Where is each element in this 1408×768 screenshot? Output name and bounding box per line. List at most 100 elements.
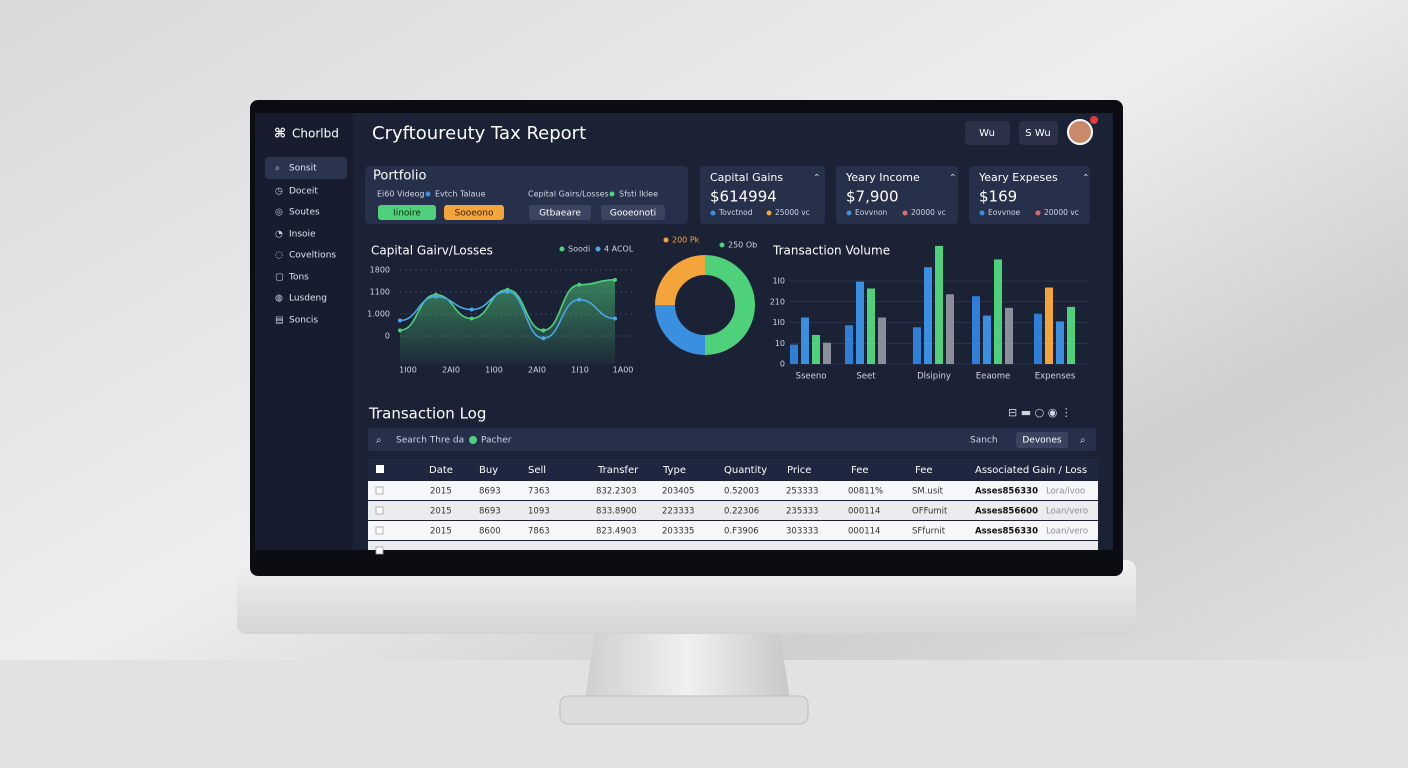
bar	[878, 317, 886, 364]
portfolio-button-label[interactable]: Sooeono	[455, 209, 494, 219]
cell: 223333	[662, 507, 694, 517]
cell: 00811%	[848, 487, 883, 497]
nav-item[interactable]: Sonsit	[289, 164, 317, 174]
search-button[interactable]: Sanch	[970, 436, 998, 446]
bar	[845, 325, 853, 364]
table-row	[368, 521, 1098, 540]
cell: 000114	[848, 527, 880, 537]
search-input[interactable]: Search Thre da	[396, 436, 464, 446]
checkbox[interactable]	[375, 546, 384, 555]
point	[577, 282, 582, 287]
legend-dot	[846, 210, 852, 216]
portfolio-button[interactable]	[378, 205, 436, 220]
column-header: Sell	[528, 465, 546, 476]
legend-dot	[663, 237, 669, 243]
header-button-label[interactable]: S Wu	[1025, 128, 1050, 139]
checkbox[interactable]	[375, 486, 384, 495]
notification-dot	[1090, 116, 1098, 124]
cell: 0.52003	[724, 487, 759, 497]
x-tick-label: Expenses	[1035, 372, 1076, 382]
portfolio-button-label[interactable]: Iinoire	[393, 209, 421, 219]
search-bar[interactable]	[368, 428, 1096, 451]
x-tick-label: Seet	[856, 372, 876, 382]
bar	[972, 296, 980, 364]
portfolio-label: Evtch Talaue	[435, 190, 486, 199]
card-value: $169	[979, 188, 1017, 206]
legend-dot	[595, 246, 601, 252]
portfolio-button-label[interactable]: Gooeonoti	[610, 209, 656, 219]
button[interactable]: Devones	[1022, 436, 1062, 446]
bar	[1005, 307, 1013, 364]
area	[400, 279, 615, 364]
avatar[interactable]	[1067, 119, 1093, 145]
cell: 832.2303	[596, 487, 637, 497]
portfolio-button[interactable]	[444, 205, 504, 220]
donut-segment	[655, 255, 706, 306]
header-button[interactable]	[965, 121, 1010, 145]
bar	[823, 342, 831, 364]
cell: Loan/vero	[1046, 527, 1088, 537]
point	[433, 294, 438, 299]
checkbox[interactable]	[375, 506, 384, 515]
cell: 8693	[479, 487, 501, 497]
portfolio-button[interactable]	[601, 205, 665, 220]
search-icon[interactable]: ⌕	[1080, 435, 1086, 446]
portfolio-button-label[interactable]: Gtbaeare	[539, 209, 581, 219]
toolbar-icons[interactable]: ⊟ ▬ ○ ◉ ⋮	[1008, 406, 1072, 419]
card-legend: Tovctnod	[718, 208, 753, 217]
filter[interactable]: Pacher	[481, 436, 512, 446]
legend-dot	[559, 246, 565, 252]
cell: 833.8900	[596, 507, 637, 517]
checkbox[interactable]	[375, 526, 384, 535]
legend-dot	[425, 191, 431, 197]
column-header: Fee	[915, 465, 933, 476]
card-title: Capital Gains	[710, 171, 783, 184]
nav-item[interactable]: Doceit	[289, 187, 318, 197]
bar	[935, 245, 943, 364]
nav-item[interactable]: Insoie	[289, 230, 316, 240]
button-bg[interactable]	[1016, 432, 1068, 448]
y-tick-label: 1100	[370, 288, 390, 297]
bar	[1045, 287, 1053, 364]
x-tick-label: 1I00	[485, 366, 503, 375]
cell: SFfurnit	[912, 527, 946, 537]
header-button[interactable]	[1019, 121, 1058, 145]
x-tick-label: Eeaome	[976, 372, 1011, 382]
cell: Asses856600	[975, 507, 1038, 517]
legend-label: Soodi	[568, 245, 590, 254]
chart-title: Transaction Volume	[772, 244, 890, 258]
nav-item[interactable]: Coveltions	[289, 251, 336, 261]
bar	[790, 344, 798, 364]
legend-dot	[902, 210, 908, 216]
portfolio-label: Ei60 Videog	[377, 190, 425, 199]
portfolio-button[interactable]	[529, 205, 591, 220]
cell: 8693	[479, 507, 501, 517]
cell: 203405	[662, 487, 694, 497]
legend-dot	[710, 210, 716, 216]
page-title: Cryftoureuty Tax Report	[372, 123, 586, 144]
portfolio-label: Sfsti Iklee	[619, 190, 658, 199]
bar	[994, 259, 1002, 364]
bar	[946, 294, 954, 364]
header-button-label[interactable]: Wu	[979, 128, 995, 139]
nav-item[interactable]: Soncis	[289, 316, 318, 326]
point	[541, 328, 546, 333]
cell: 000114	[848, 507, 880, 517]
x-tick-label: Dlsipiny	[917, 372, 951, 382]
cell: 203335	[662, 527, 694, 537]
y-tick-label: 0	[385, 332, 390, 341]
section-title: Transaction Log	[368, 405, 486, 423]
logo-icon: ⌘	[274, 127, 286, 142]
legend-dot	[1035, 210, 1041, 216]
y-tick-label: 1800	[370, 266, 390, 275]
nav-item[interactable]: Soutes	[289, 208, 320, 218]
point	[613, 316, 617, 321]
nav-icon: ◔	[275, 230, 283, 240]
cell: 7363	[528, 487, 550, 497]
cell: 2015	[430, 527, 452, 537]
nav-item[interactable]: Lusdeng	[289, 294, 327, 304]
checkbox[interactable]	[376, 465, 384, 473]
nav-item[interactable]: Tons	[288, 273, 309, 283]
card-caret: ⌃	[949, 174, 957, 184]
x-tick-label: 1I10	[571, 366, 589, 375]
